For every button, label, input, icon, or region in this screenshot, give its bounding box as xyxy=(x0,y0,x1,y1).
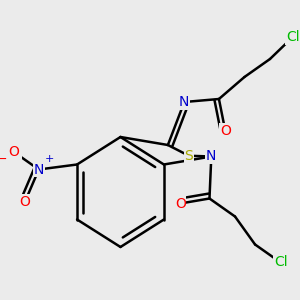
Text: N: N xyxy=(179,95,190,109)
Text: Cl: Cl xyxy=(274,256,287,269)
Text: N: N xyxy=(34,163,44,176)
Text: O: O xyxy=(220,124,231,138)
Text: N: N xyxy=(206,149,217,164)
Text: O: O xyxy=(20,194,31,208)
Text: S: S xyxy=(184,149,193,163)
Text: Cl: Cl xyxy=(286,30,300,44)
Text: O: O xyxy=(8,145,19,158)
Text: O: O xyxy=(175,196,186,211)
Text: +: + xyxy=(45,154,54,164)
Text: −: − xyxy=(0,153,8,166)
